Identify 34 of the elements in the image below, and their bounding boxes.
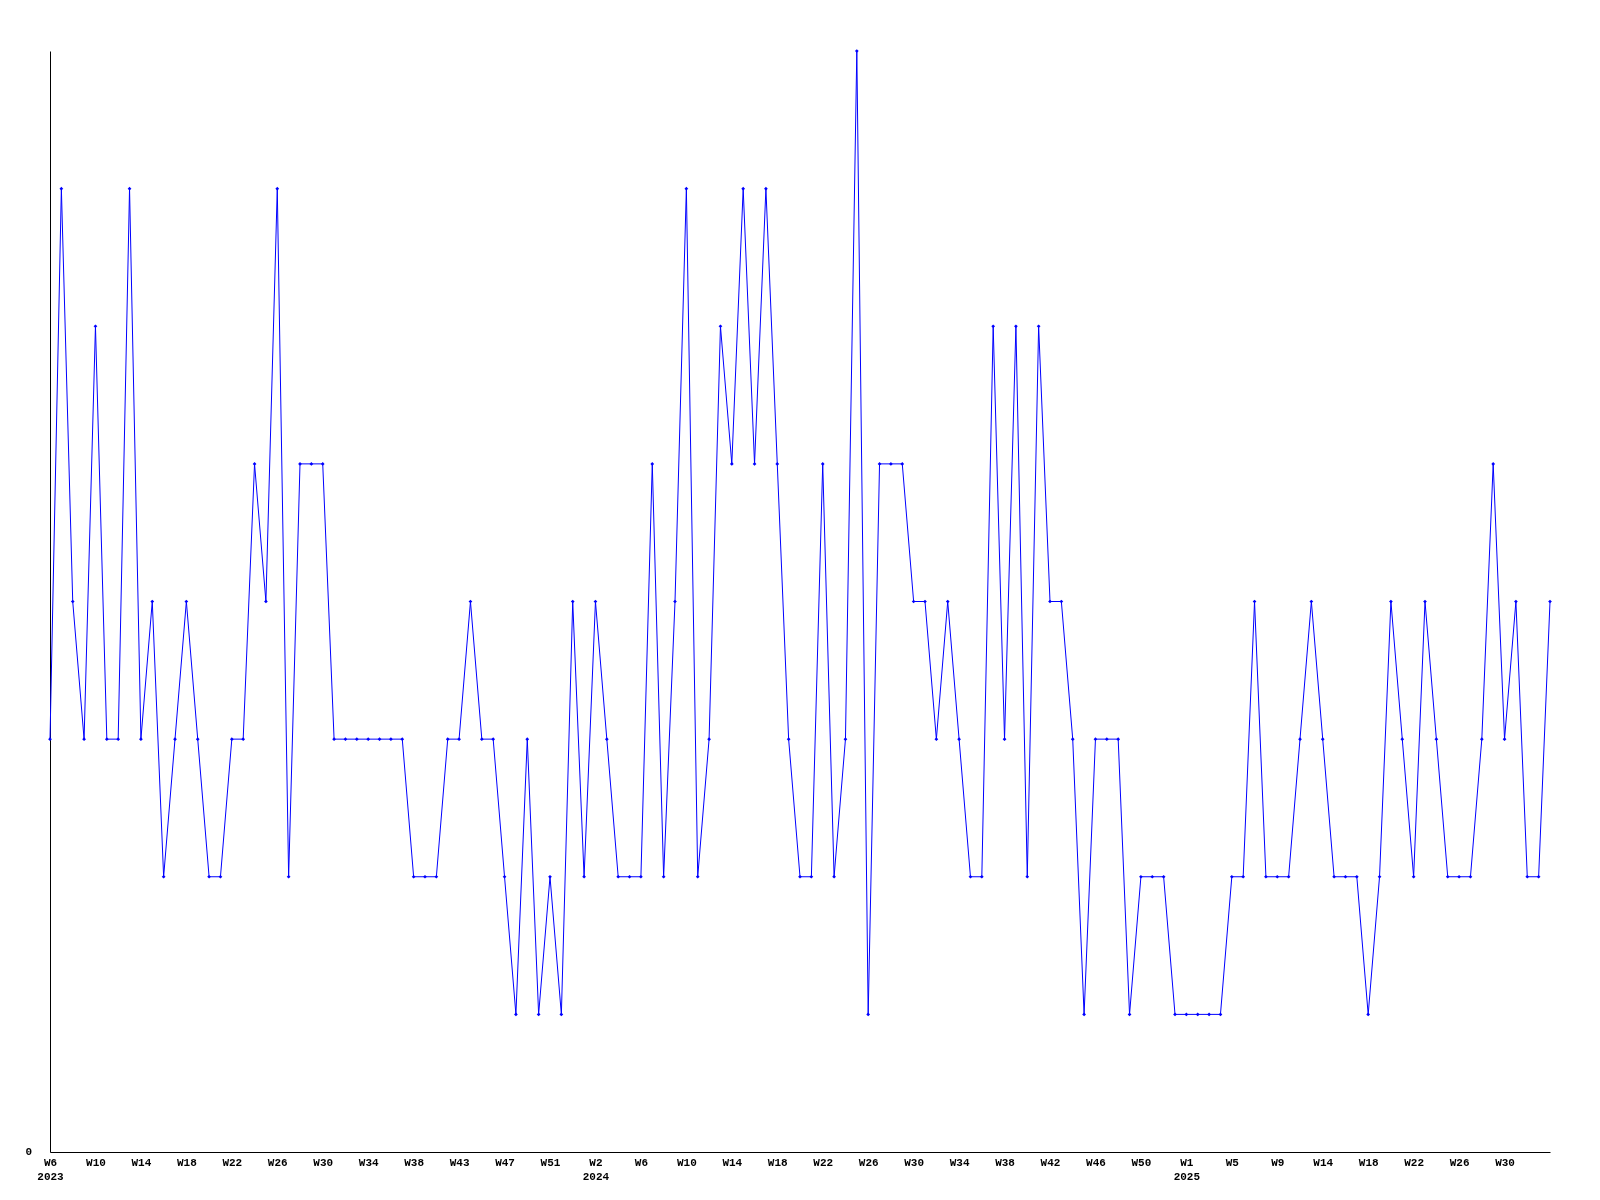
x-tick-label: W26 xyxy=(267,1156,288,1169)
x-tick-label: W9 xyxy=(1271,1156,1285,1169)
x-tick-label: W26 xyxy=(858,1156,879,1169)
x-tick-label: W47 xyxy=(495,1156,515,1169)
x-tick-label: W30 xyxy=(313,1156,334,1169)
x-tick-label: W30 xyxy=(904,1156,925,1169)
x-tick-label: W26 xyxy=(1449,1156,1470,1169)
x-tick-label: W22 xyxy=(222,1156,243,1169)
x-tick-label: W18 xyxy=(767,1156,789,1169)
x-tick-label: W14 xyxy=(722,1156,743,1169)
x-tick-label: W50 xyxy=(1131,1156,1152,1169)
x-tick-label: W6 2023 xyxy=(37,1156,65,1183)
x-tick-label: W22 xyxy=(1404,1156,1425,1169)
x-tick-label: W6 xyxy=(634,1156,649,1169)
x-tick-label: W46 xyxy=(1086,1156,1106,1169)
x-tick-label: W18 xyxy=(176,1156,198,1169)
x-tick-label: W51 xyxy=(540,1156,561,1169)
x-tick-label: W22 xyxy=(813,1156,834,1169)
text: 0 xyxy=(25,1146,32,1158)
x-tick-label: W18 xyxy=(1358,1156,1379,1169)
x-tick-label: W14 xyxy=(1313,1156,1334,1169)
x-tick-label: W5 xyxy=(1225,1156,1240,1169)
x-tick-label: W38 xyxy=(404,1156,425,1169)
x-tick-label: W38 xyxy=(995,1156,1016,1169)
x-tick-label: W34 xyxy=(358,1156,379,1169)
x-tick-label: W2 2024 xyxy=(582,1156,610,1183)
x-tick-label: W43 xyxy=(449,1156,470,1169)
x-tick-label: W14 xyxy=(131,1156,152,1169)
x-tick-label: W10 xyxy=(86,1156,106,1169)
x-tick-label: W30 xyxy=(1495,1156,1515,1169)
x-tick-label: W1 2025 xyxy=(1173,1156,1201,1183)
x-tick-label: W34 xyxy=(949,1156,970,1169)
x-tick-label: W42 xyxy=(1040,1156,1061,1169)
x-tick-label: W10 xyxy=(676,1156,697,1169)
